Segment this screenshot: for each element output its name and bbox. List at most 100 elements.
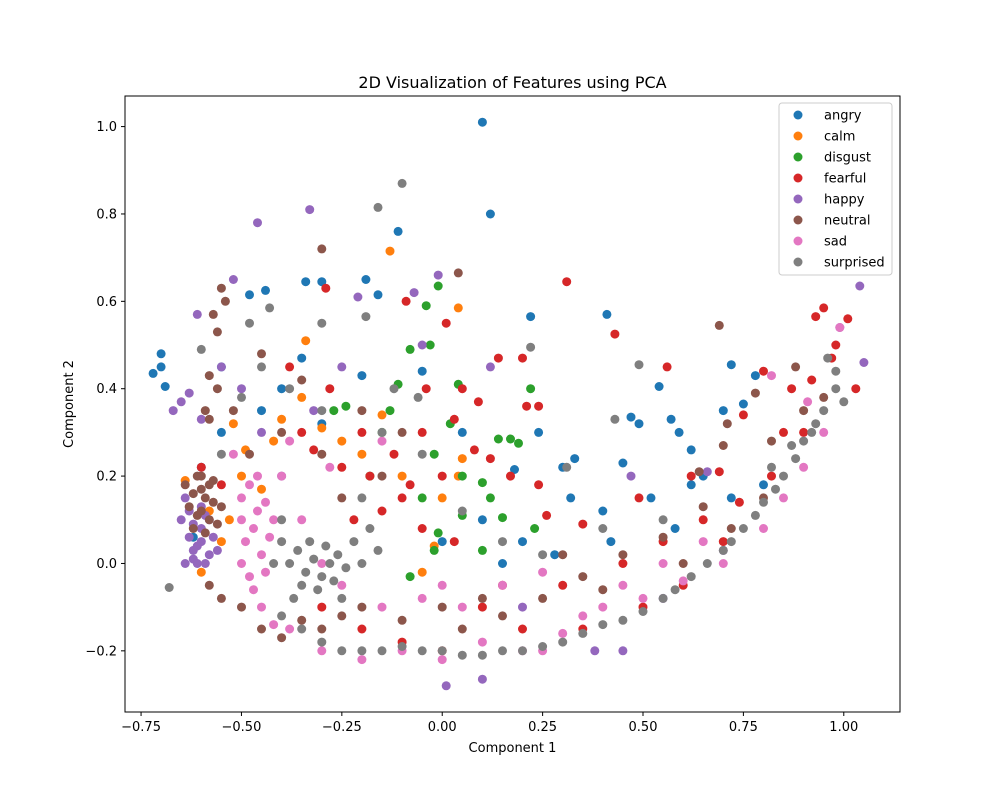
data-point-surprised [397, 642, 407, 651]
data-point-calm [277, 414, 287, 424]
data-point-fearful [365, 471, 375, 481]
data-point-surprised [610, 414, 620, 424]
y-tick-label: −0.2 [85, 644, 117, 659]
data-point-surprised [618, 615, 628, 625]
data-point-neutral [204, 414, 214, 424]
legend-label-happy: happy [824, 193, 865, 208]
data-point-surprised [771, 484, 780, 494]
data-point-neutral [598, 585, 608, 595]
data-point-happy [176, 515, 186, 525]
data-point-calm [457, 454, 467, 464]
data-point-sad [357, 655, 367, 665]
data-point-surprised [670, 585, 680, 595]
data-point-disgust [485, 493, 495, 503]
data-point-fearful [337, 462, 347, 472]
data-point-surprised [389, 384, 399, 394]
data-point-fearful [534, 401, 544, 411]
x-tick-label: −0.25 [322, 720, 362, 735]
data-point-sad [437, 655, 447, 665]
data-point-fearful [297, 427, 307, 437]
data-point-happy [184, 532, 194, 542]
data-point-fearful [216, 480, 226, 490]
data-point-surprised [413, 392, 423, 402]
data-point-fearful [618, 559, 628, 568]
data-point-fearful [634, 493, 644, 503]
data-point-neutral [377, 471, 387, 481]
data-point-fearful [522, 401, 532, 411]
data-point-disgust [433, 528, 443, 538]
data-point-disgust [498, 513, 507, 523]
data-point-fearful [421, 384, 431, 394]
data-point-surprised [325, 559, 335, 568]
data-point-surprised [277, 611, 287, 621]
data-point-neutral [819, 392, 829, 402]
legend-box [778, 102, 893, 276]
data-point-sad [253, 506, 262, 516]
data-point-neutral [722, 419, 732, 429]
data-point-fearful [787, 384, 797, 394]
legend-marker-neutral [793, 215, 803, 225]
data-point-sad [285, 624, 295, 634]
x-tick-label: −0.75 [121, 720, 161, 735]
data-point-angry [750, 371, 760, 381]
data-point-neutral [658, 532, 668, 542]
data-point-surprised [417, 646, 427, 656]
data-point-angry [598, 506, 608, 516]
data-point-neutral [212, 519, 222, 529]
data-point-fearful [807, 375, 817, 385]
data-point-sad [779, 493, 788, 503]
data-point-fearful [473, 397, 483, 407]
data-point-fearful [405, 480, 415, 490]
data-point-surprised [357, 559, 367, 568]
data-point-neutral [726, 524, 736, 533]
data-point-surprised [750, 510, 760, 520]
data-point-happy [518, 602, 527, 612]
data-point-fearful [317, 602, 327, 612]
data-point-calm [397, 471, 407, 481]
data-point-angry [618, 458, 628, 468]
x-tick-label: 1.00 [829, 720, 858, 735]
data-point-angry [602, 309, 612, 319]
data-point-surprised [518, 646, 527, 656]
data-point-sad [237, 559, 246, 568]
data-point-sad [835, 323, 845, 332]
data-point-neutral [317, 244, 327, 254]
data-point-neutral [578, 572, 588, 582]
data-point-surprised [265, 303, 275, 313]
data-point-neutral [200, 493, 210, 503]
data-point-calm [224, 515, 234, 525]
data-point-sad [277, 471, 287, 481]
data-point-neutral [277, 633, 287, 643]
data-point-sad [698, 537, 708, 547]
data-point-happy [228, 275, 238, 284]
data-point-calm [216, 537, 226, 547]
data-point-happy [200, 559, 210, 568]
data-point-angry [361, 275, 371, 284]
data-point-sad [538, 567, 548, 577]
y-axis-ticks: −0.2 0.0 0.2 0.4 0.6 0.8 1.0 [85, 120, 125, 659]
legend-label-surprised: surprised [824, 256, 885, 271]
legend-marker-surprised [793, 257, 803, 267]
data-point-happy [180, 559, 190, 568]
data-point-surprised [164, 583, 174, 592]
data-point-happy [192, 541, 202, 551]
data-point-sad [237, 515, 246, 525]
data-point-calm [257, 484, 266, 494]
series-calm [180, 246, 467, 577]
data-point-neutral [192, 510, 202, 520]
data-point-disgust [429, 545, 439, 555]
data-point-calm [237, 471, 246, 481]
data-point-surprised [437, 646, 447, 656]
data-point-sad [249, 524, 258, 533]
data-point-neutral [791, 362, 801, 372]
data-point-fearful [437, 471, 447, 481]
data-point-fearful [285, 362, 295, 372]
data-point-surprised [289, 593, 299, 603]
data-point-angry [646, 493, 656, 503]
points-layer [148, 117, 869, 691]
data-point-neutral [799, 406, 809, 416]
data-point-happy [855, 281, 865, 291]
data-point-angry [317, 277, 327, 287]
data-point-neutral [397, 427, 407, 437]
data-point-sad [249, 585, 258, 595]
